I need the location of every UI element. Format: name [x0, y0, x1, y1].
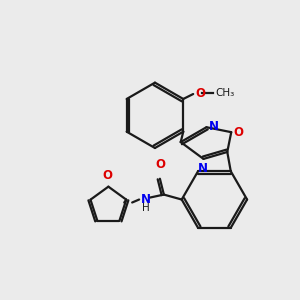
Text: O: O — [102, 169, 112, 182]
Text: H: H — [142, 203, 150, 214]
Text: O: O — [155, 158, 165, 171]
Text: N: N — [141, 193, 151, 206]
Text: O: O — [195, 86, 205, 100]
Text: N: N — [208, 120, 218, 133]
Text: N: N — [197, 162, 208, 175]
Text: O: O — [233, 126, 243, 139]
Text: CH₃: CH₃ — [215, 88, 234, 98]
